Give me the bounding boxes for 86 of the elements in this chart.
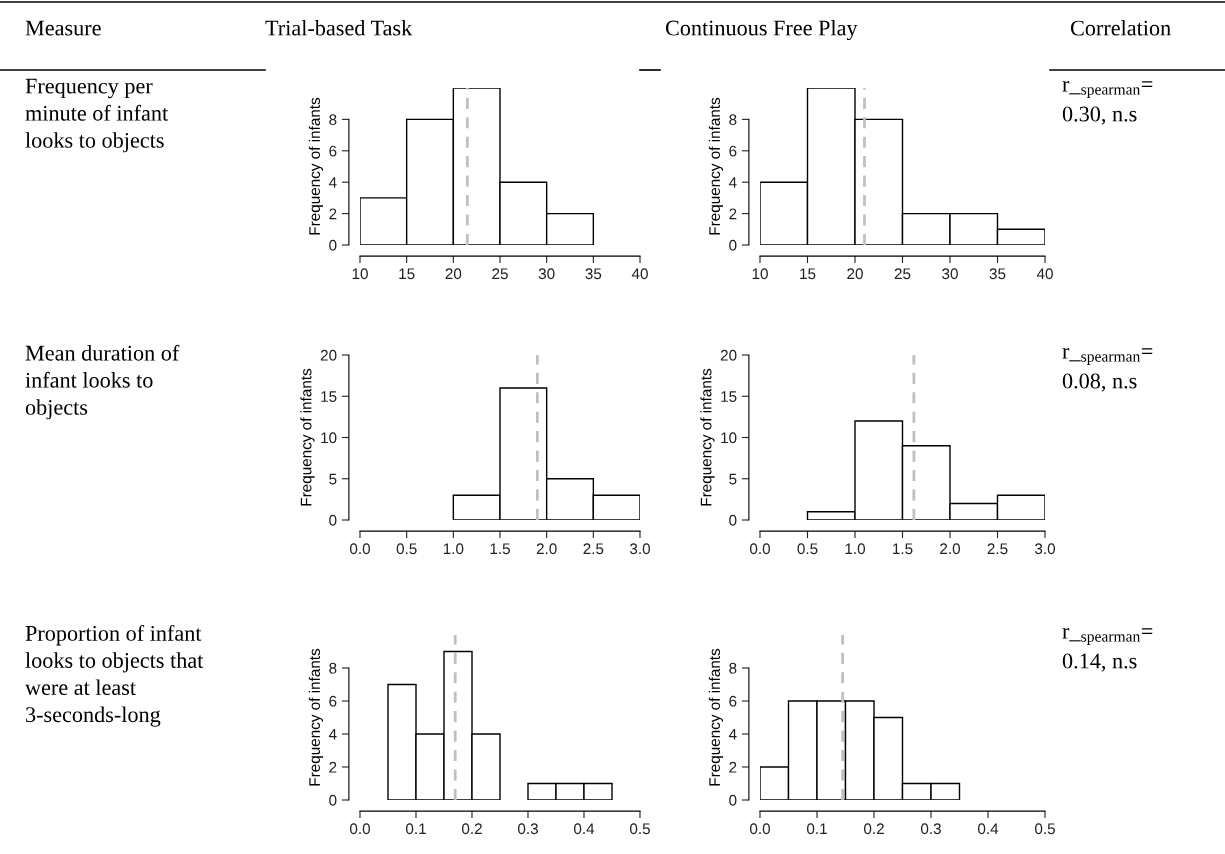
y-tick-label: 15 <box>321 391 337 402</box>
x-tick-label: 0.5 <box>629 823 650 835</box>
x-tick-label: 0.0 <box>349 823 371 835</box>
x-tick-label: 30 <box>538 268 555 280</box>
y-tick-label: 2 <box>729 761 737 773</box>
x-tick-label: 0.5 <box>797 543 818 555</box>
x-tick-label: 0.0 <box>749 543 771 555</box>
y-tick-label: 8 <box>729 662 737 674</box>
x-tick-label: 35 <box>989 268 1006 280</box>
x-tick-label: 40 <box>1036 268 1053 280</box>
y-tick-label: 0 <box>329 239 337 251</box>
y-tick-label: 8 <box>729 114 737 126</box>
x-tick-label: 35 <box>585 268 602 280</box>
y-tick-label: 6 <box>729 145 737 157</box>
y-tick-label: 4 <box>728 729 737 740</box>
x-tick-label: 3.0 <box>1034 543 1056 555</box>
text: Measure <box>25 20 101 36</box>
x-tick-label: 0.3 <box>517 823 538 835</box>
x-tick-label: 1.0 <box>443 543 464 555</box>
x-tick-label: 30 <box>942 268 958 280</box>
x-tick-label: 10 <box>752 268 768 280</box>
y-tick-label: 4 <box>328 729 337 740</box>
y-tick-label: 5 <box>729 473 737 485</box>
x-tick-label: 40 <box>631 268 648 280</box>
y-tick-label: 4 <box>728 177 737 188</box>
x-tick-label: 0.0 <box>749 823 771 835</box>
x-tick-label: 0.1 <box>806 823 827 835</box>
chart-title: Continuous Free Play <box>665 19 858 41</box>
y-tick-label: 2 <box>729 208 737 220</box>
y-tick-label: 0 <box>329 514 337 526</box>
x-tick-label: 0.0 <box>349 543 371 555</box>
x-tick-label: 15 <box>800 268 816 280</box>
x-tick-label: 2.5 <box>583 543 604 555</box>
y-axis-title: Frequency of infants <box>708 648 724 786</box>
x-tick-label: 1.0 <box>845 543 866 555</box>
x-tick-label: 2.5 <box>987 543 1008 555</box>
x-tick-label: 20 <box>445 268 462 280</box>
y-tick-label: 10 <box>721 432 737 444</box>
text: r_$_{spearman}$= 0.30, n.s <box>1062 81 1153 125</box>
y-axis-title: Frequency of infants <box>308 648 324 786</box>
y-tick-label: 0 <box>329 794 337 806</box>
y-axis-title: Frequency of infants <box>300 368 315 506</box>
y-tick-label: 10 <box>321 432 337 444</box>
x-tick-label: 2.0 <box>536 543 557 555</box>
x-tick-label: 2.0 <box>940 543 961 555</box>
y-tick-label: 8 <box>329 114 337 126</box>
y-tick-label: 6 <box>729 695 737 707</box>
x-tick-label: 0.5 <box>396 543 417 555</box>
y-tick-label: 4 <box>328 177 337 188</box>
y-tick-label: 0 <box>729 514 737 526</box>
y-tick-label: 0 <box>729 239 737 251</box>
x-tick-label: 3.0 <box>629 543 651 555</box>
x-tick-label: 1.5 <box>893 543 913 555</box>
text: r_$_{spearman}$= 0.14, n.s <box>1062 628 1153 672</box>
x-tick-label: 0.4 <box>977 823 999 835</box>
x-tick-label: 25 <box>894 268 911 280</box>
y-axis-title: Frequency of infants <box>308 97 324 235</box>
x-tick-label: 20 <box>847 268 863 280</box>
y-tick-label: 0 <box>729 794 737 806</box>
y-tick-label: 6 <box>329 145 337 157</box>
y-tick-label: 2 <box>329 761 337 773</box>
x-tick-label: 25 <box>492 268 508 280</box>
text: Frequency per minute of infant looks to objects <box>25 78 169 153</box>
x-tick-label: 0.5 <box>1034 823 1055 835</box>
x-tick-label: 0.1 <box>405 823 426 835</box>
x-tick-label: 1.5 <box>490 543 510 555</box>
y-tick-label: 20 <box>720 349 737 361</box>
x-tick-label: 10 <box>352 268 368 280</box>
x-tick-label: 0.2 <box>461 823 482 835</box>
text: Proportion of infant looks to objects that were at least 3-seconds-long <box>25 625 204 727</box>
x-tick-label: 0.4 <box>573 823 595 835</box>
y-tick-label: 15 <box>721 391 737 402</box>
y-tick-label: 6 <box>329 695 337 707</box>
y-tick-label: 8 <box>329 662 337 674</box>
y-axis-title: Frequency of infants <box>708 97 724 235</box>
x-tick-label: 15 <box>399 268 415 280</box>
y-axis-title: Frequency of infants <box>700 368 715 506</box>
text: r_$_{spearman}$= 0.08, n.s <box>1062 348 1153 392</box>
y-tick-label: 5 <box>329 473 337 485</box>
text: Correlation <box>1070 19 1171 36</box>
chart-title: Trial-based Task <box>265 19 413 36</box>
text: Mean duration of infant looks to objects <box>25 344 180 420</box>
x-tick-label: 0.2 <box>863 823 884 835</box>
y-tick-label: 20 <box>320 349 337 361</box>
x-tick-label: 0.3 <box>920 823 941 835</box>
y-tick-label: 2 <box>329 208 337 220</box>
